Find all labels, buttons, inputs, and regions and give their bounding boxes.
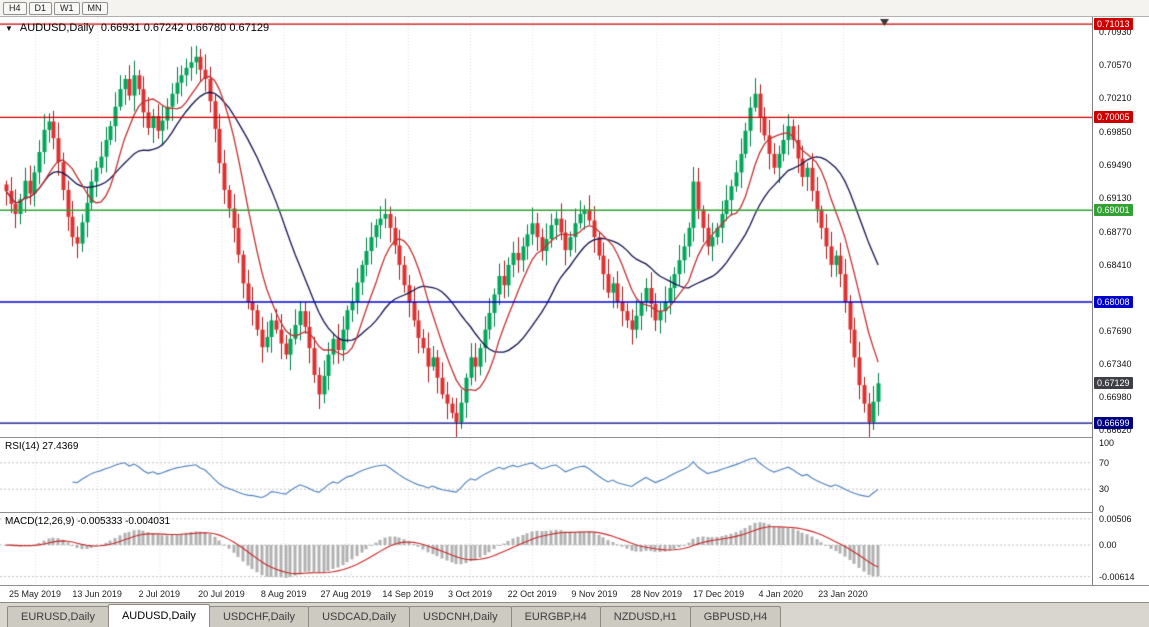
date-tick-label: 17 Dec 2019: [693, 589, 745, 599]
date-tick-label: 3 Oct 2019: [448, 589, 493, 599]
chart-symbol-label: AUDUSD,Daily: [19, 22, 94, 34]
panel-splitter-macd[interactable]: [0, 512, 1149, 513]
level-price-label: 0.66699: [1094, 417, 1133, 430]
tab-eurusd-daily[interactable]: EURUSD,Daily: [7, 606, 109, 627]
price-tick-label: 0.70930: [1099, 26, 1132, 37]
tab-usdchf-daily[interactable]: USDCHF,Daily: [208, 606, 310, 627]
timeframe-button-mn[interactable]: MN: [81, 1, 108, 15]
tab-usdcnh-daily[interactable]: USDCNH,Daily: [409, 606, 512, 627]
tab-eurgbp-h4[interactable]: EURGBP,H4: [510, 606, 601, 627]
chart-ohlc-values: 0.66931 0.67242 0.66780 0.67129: [100, 22, 270, 34]
date-tick-label: 20 Jul 2019: [198, 589, 245, 599]
price-tick-label: 0.68410: [1099, 259, 1132, 270]
price-tick-label: 0.68770: [1099, 226, 1132, 237]
date-tick-label: 9 Nov 2019: [571, 589, 618, 599]
price-tick-label: 0.69130: [1099, 193, 1132, 204]
timeframe-button-d1[interactable]: D1: [28, 1, 53, 15]
macd-tick-label: 0.00: [1099, 540, 1117, 550]
price-tick-label: 0.70570: [1099, 60, 1132, 71]
date-tick-label: 23 Jan 2020: [818, 589, 868, 599]
main-chart-canvas[interactable]: [0, 17, 1092, 437]
date-tick-label: 14 Sep 2019: [382, 589, 434, 599]
price-tick-label: 0.67340: [1099, 358, 1132, 369]
rsi-panel-canvas[interactable]: [0, 438, 1092, 512]
level-price-label: 0.70005: [1094, 111, 1133, 124]
panel-splitter-rsi[interactable]: [0, 437, 1149, 438]
price-tick-label: 0.66620: [1099, 425, 1132, 436]
tab-nzdusd-h1[interactable]: NZDUSD,H1: [599, 606, 691, 627]
macd-tick-label: -0.00614: [1099, 571, 1135, 582]
rsi-indicator-label: RSI(14) 27.4369: [5, 441, 79, 452]
level-price-label: 0.69001: [1094, 204, 1133, 217]
rsi-tick-label: 70: [1099, 457, 1110, 468]
rsi-tick-label: 0: [1099, 504, 1105, 514]
date-tick-label: 25 May 2019: [8, 589, 62, 599]
tab-gbpusd-h4[interactable]: GBPUSD,H4: [689, 606, 782, 627]
chart-tab-bar: EURUSD,Daily AUDUSD,Daily USDCHF,Daily USDC…: [0, 602, 1149, 627]
date-axis[interactable]: 25 May 2019 13 Jun 2019 2 Jul 2019 20 Jul 2…: [0, 586, 1149, 602]
price-tick-label: 0.69490: [1099, 159, 1132, 170]
price-tick-label: 0.66980: [1099, 392, 1132, 403]
timeframe-toolbar: H4 D1 W1 MN: [0, 0, 1149, 17]
axis-separator: [0, 585, 1149, 586]
macd-indicator-label: MACD(12,26,9) -0.005333 -0.004031: [5, 516, 171, 527]
rsi-tick-label: 100: [1099, 438, 1115, 448]
date-tick-label: 27 Aug 2019: [320, 589, 372, 599]
timeframe-button-h4[interactable]: H4: [3, 1, 27, 15]
price-tick-label: 0.67690: [1099, 326, 1132, 337]
timeframe-button-w1[interactable]: W1: [54, 1, 80, 15]
date-tick-label: 22 Oct 2019: [507, 589, 557, 599]
price-axis[interactable]: 0.70930 0.70570 0.70210 0.69850 0.69490 0.691…: [1092, 17, 1149, 585]
date-tick-label: 8 Aug 2019: [260, 589, 307, 599]
tab-usdcad-daily[interactable]: USDCAD,Daily: [308, 606, 411, 627]
date-tick-label: 13 Jun 2019: [72, 589, 122, 599]
date-tick-label: 4 Jan 2020: [758, 589, 804, 599]
symbol-dropdown-icon: ▼: [5, 23, 13, 33]
price-tick-label: 0.70210: [1099, 93, 1132, 104]
macd-panel-canvas[interactable]: [0, 513, 1092, 585]
tab-audusd-daily[interactable]: AUDUSD,Daily: [107, 604, 210, 627]
macd-tick-label: 0.00506: [1099, 513, 1132, 524]
level-price-label: 0.71013: [1094, 18, 1133, 31]
level-price-label: 0.68008: [1094, 296, 1133, 309]
chart-title: ▼ AUDUSD,Daily 0.66931 0.67242 0.66780 0…: [5, 22, 269, 34]
current-price-label: 0.67129: [1094, 377, 1133, 390]
date-tick-label: 28 Nov 2019: [630, 589, 683, 599]
rsi-tick-label: 30: [1099, 484, 1110, 495]
price-tick-label: 0.69850: [1099, 126, 1132, 137]
date-tick-label: 2 Jul 2019: [138, 589, 181, 599]
